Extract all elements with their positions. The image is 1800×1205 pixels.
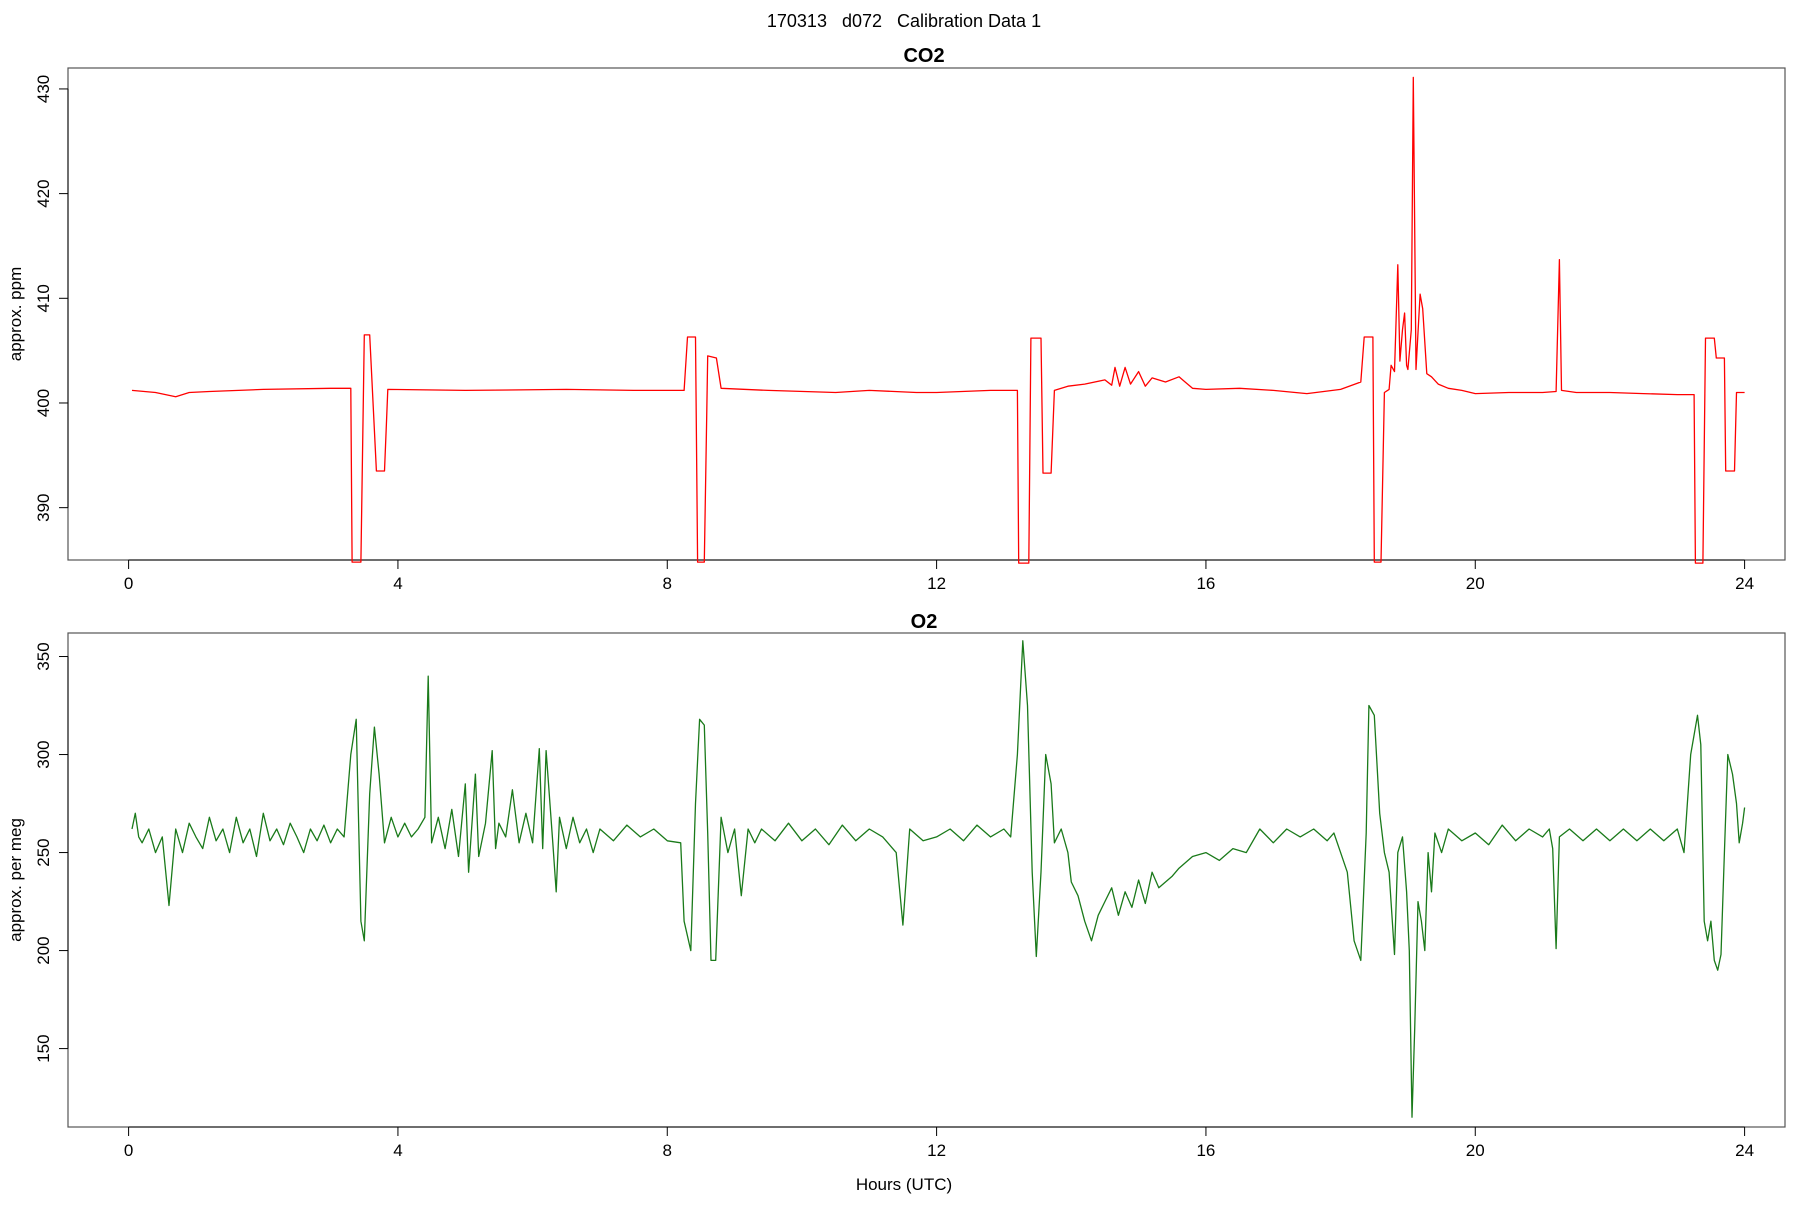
co2-y-tick-label: 410: [34, 284, 53, 312]
o2-y-ticks: 150 200 250 300 350: [34, 642, 69, 1063]
co2-series-line: [131, 76, 1745, 564]
o2-series: [131, 640, 1746, 1118]
o2-x-tick-label: 0: [124, 1141, 133, 1160]
co2-y-tick-label: 430: [34, 75, 53, 103]
o2-x-ticks: 0 4 8 12 16 20 24: [124, 1126, 1754, 1160]
o2-chart-title: O2: [911, 611, 938, 633]
co2-chart-title: CO2: [903, 45, 944, 67]
o2-y-tick-label: 200: [34, 936, 53, 964]
co2-x-tick-label: 12: [927, 574, 946, 593]
o2-y-tick-label: 150: [34, 1034, 53, 1062]
co2-y-tick-label: 390: [34, 493, 53, 521]
o2-x-tick-label: 12: [927, 1141, 946, 1160]
o2-series-line: [131, 640, 1746, 1118]
co2-y-tick-label: 420: [34, 179, 53, 207]
o2-y-tick-label: 350: [34, 642, 53, 670]
o2-chart: O2 approx. per meg Hours (UTC) 0 4 8 12 16 20…: [6, 611, 1786, 1194]
co2-x-ticks: 0 4 8 12 16 20 24: [124, 559, 1754, 593]
co2-x-tick-label: 16: [1196, 574, 1215, 593]
co2-x-tick-label: 4: [393, 574, 402, 593]
o2-x-tick-label: 24: [1735, 1141, 1754, 1160]
co2-series: [131, 76, 1745, 564]
o2-y-axis-label: approx. per meg: [6, 818, 25, 942]
o2-x-tick-label: 4: [393, 1141, 402, 1160]
o2-x-tick-label: 8: [663, 1141, 672, 1160]
co2-x-tick-label: 20: [1466, 574, 1485, 593]
co2-y-tick-label: 400: [34, 389, 53, 417]
co2-y-ticks: 390 400 410 420 430: [34, 75, 69, 522]
co2-x-tick-label: 0: [124, 574, 133, 593]
o2-x-axis-label: Hours (UTC): [856, 1175, 952, 1194]
o2-y-tick-label: 250: [34, 838, 53, 866]
co2-chart: CO2 approx. ppm 0 4 8 12 16 20 24 390 400 410 420…: [6, 45, 1786, 593]
co2-y-axis-label: approx. ppm: [6, 267, 25, 362]
co2-x-tick-label: 24: [1735, 574, 1754, 593]
o2-x-tick-label: 20: [1466, 1141, 1485, 1160]
o2-y-tick-label: 300: [34, 740, 53, 768]
o2-x-tick-label: 16: [1196, 1141, 1215, 1160]
figure-title: 170313 d072 Calibration Data 1: [767, 11, 1041, 31]
co2-x-tick-label: 8: [663, 574, 672, 593]
